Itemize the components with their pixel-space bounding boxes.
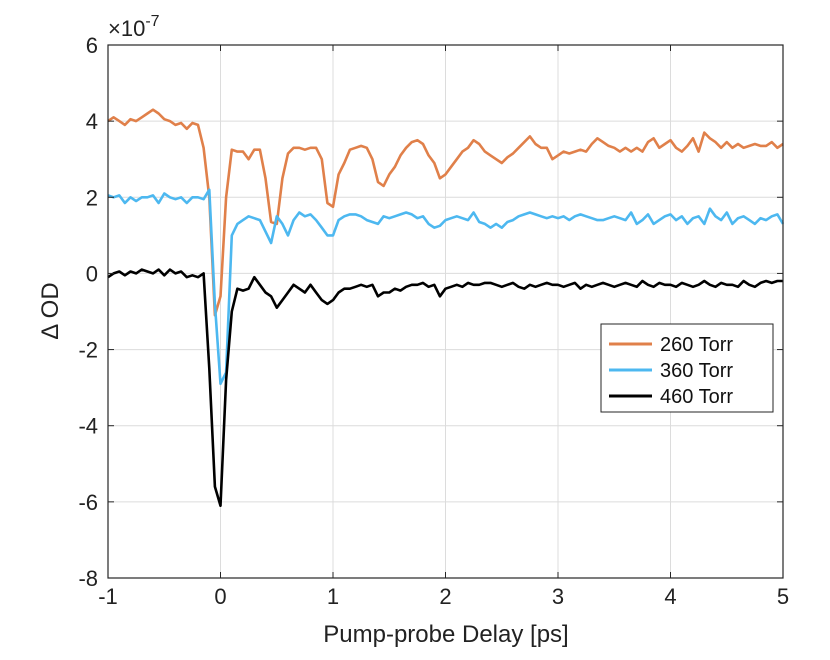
legend-label-260-torr: 260 Torr: [660, 334, 733, 356]
y-tick-label: -2: [78, 338, 98, 363]
tick-labels: -1 0 1 2 3 4 5 -8 -6 -4 -2 0 2 4 6: [78, 33, 789, 609]
y-exponent-power: -7: [145, 13, 159, 30]
series-layer: [107, 108, 785, 508]
x-tick-label: -1: [98, 584, 118, 609]
y-tick-label: -8: [78, 566, 98, 591]
legend-label-460-torr: 460 Torr: [660, 386, 733, 408]
y-tick-label: 2: [86, 185, 98, 210]
x-tick-label: 0: [214, 584, 226, 609]
x-tick-label: 4: [664, 584, 676, 609]
x-tick-label: 2: [439, 584, 451, 609]
y-axis-label: Δ OD: [37, 282, 64, 339]
y-tick-label: 0: [86, 261, 98, 286]
y-tick-label: -6: [78, 490, 98, 515]
series-line-460-torr: [107, 268, 783, 508]
y-tick-label: 4: [86, 109, 98, 134]
y-tick-label: 6: [86, 33, 98, 58]
legend: 260 Torr 360 Torr 460 Torr: [600, 323, 774, 413]
y-tick-label: -4: [78, 414, 98, 439]
x-axis-label: Pump-probe Delay [ps]: [323, 621, 568, 648]
series-line-260-torr: [107, 108, 784, 317]
legend-label-360-torr: 360 Torr: [660, 360, 733, 382]
y-exponent-base: ×10: [108, 16, 145, 41]
x-tick-label: 5: [777, 584, 789, 609]
series-line-360-torr: [107, 188, 785, 386]
ticks: [107, 44, 784, 579]
x-tick-label: 1: [327, 584, 339, 609]
x-tick-label: 3: [552, 584, 564, 609]
y-exponent: ×10-7: [108, 13, 160, 41]
